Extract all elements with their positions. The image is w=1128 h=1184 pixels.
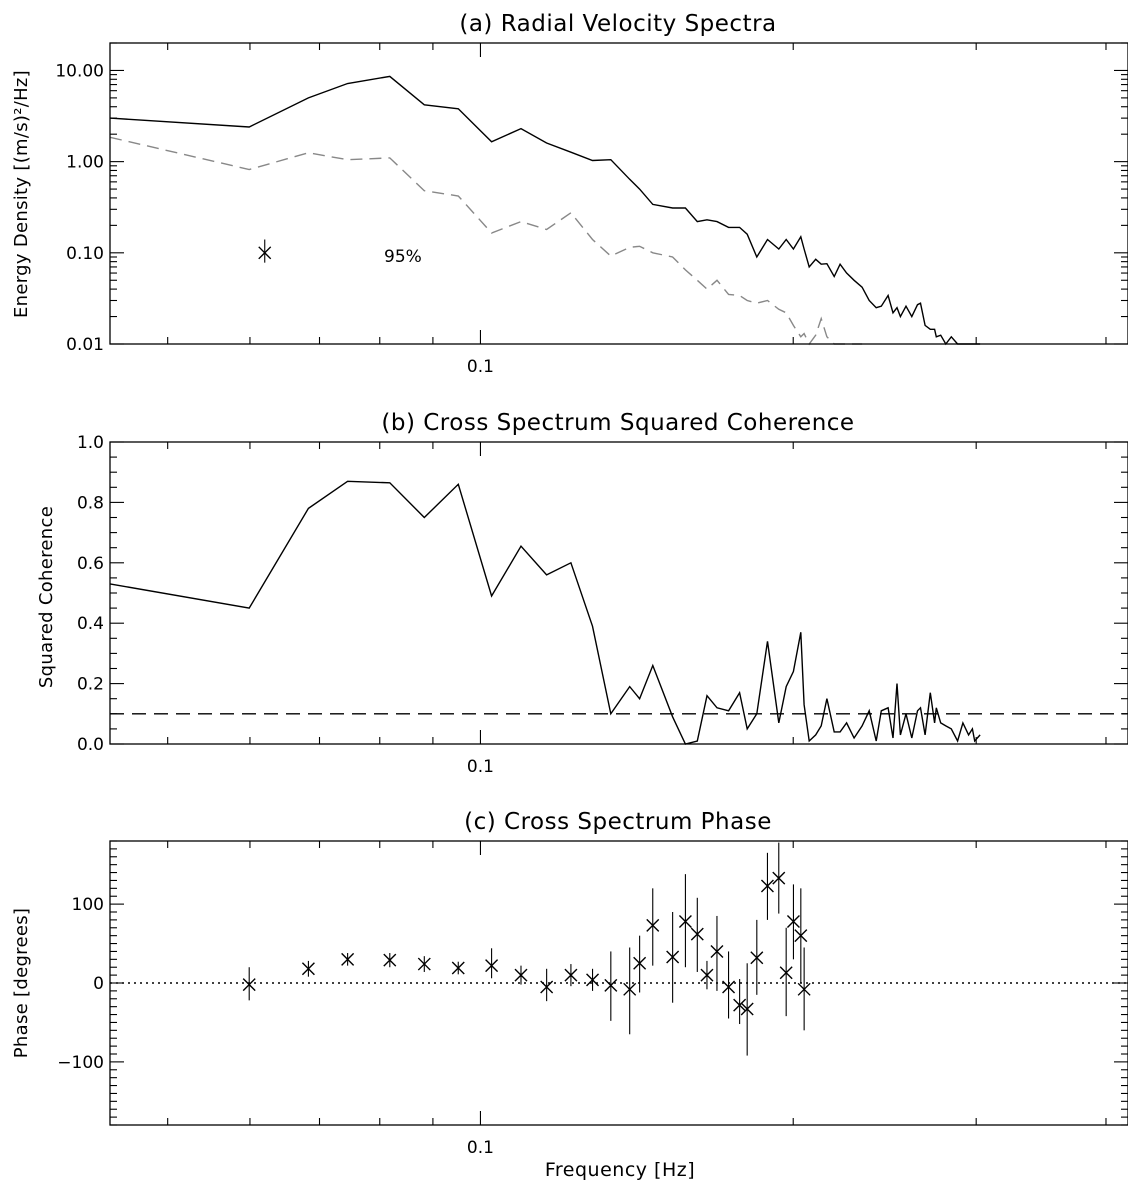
phase-point [341,952,355,966]
phase-point [301,962,315,976]
y-tick-label: 0 [93,974,104,994]
phase-point [722,980,736,994]
y-tick-label: 0.4 [77,614,104,634]
panel-cross-spectrum-phase: (c) Cross Spectrum Phase Phase [degrees]… [11,809,1128,1181]
panel-a-lines [109,75,981,346]
phase-point [750,951,764,965]
panel-a-title: (a) Radial Velocity Spectra [459,11,776,37]
y-tick-label: 0.8 [77,493,104,513]
panel-c-points [110,842,1128,1056]
phase-point [586,973,600,987]
panel-c-ticks: 0.1 −100 0 100 [57,840,1128,1158]
series-solid-line [109,75,981,346]
y-tick-label: 0.0 [77,735,104,755]
panel-radial-velocity-spectra: (a) Radial Velocity Spectra Energy Densi… [11,11,1128,377]
phase-point [760,879,774,893]
y-tick-label: 10.00 [55,61,104,81]
phase-point [451,961,465,975]
phase-point [383,953,397,967]
panel-a-frame [109,42,1128,345]
phase-point [623,982,637,996]
panel-a-ticks: 0.1 0.01 0.10 1.00 10.00 [55,42,1128,377]
x-tick-label: 0.1 [467,357,494,377]
y-tick-label: 100 [72,895,104,915]
phase-point [514,968,528,982]
phase-point [797,982,811,996]
phase-point [690,927,704,941]
panel-b-ylabel: Squared Coherence [36,506,57,688]
panel-c-ylabel: Phase [degrees] [11,908,32,1058]
panel-a-ylabel: Energy Density [(m/s)²/Hz] [11,70,32,318]
phase-point [485,959,499,973]
y-tick-label: 0.10 [66,244,104,264]
phase-point [540,980,554,994]
phase-point [794,929,808,943]
phase-point [772,871,786,885]
y-tick-label: 0.6 [77,554,104,574]
confidence-marker [258,246,272,260]
y-tick-label: 1.0 [77,433,104,453]
phase-point [633,956,647,970]
phase-point [779,966,793,980]
panel-a-annotation: 95% [258,239,422,267]
phase-point [786,914,800,928]
confidence-label: 95% [384,247,422,267]
panel-c-title: (c) Cross Spectrum Phase [464,809,772,835]
y-tick-label: −100 [57,1053,104,1073]
phase-point [710,944,724,958]
y-tick-label: 1.00 [66,153,104,173]
x-tick-label: 0.1 [467,757,494,777]
phase-point [733,998,747,1012]
phase-point [646,918,660,932]
phase-point [604,978,618,992]
panel-squared-coherence: (b) Cross Spectrum Squared Coherence Squ… [36,410,1128,777]
panel-b-ticks: 0.1 0.0 0.2 0.4 0.6 0.8 1.0 [77,433,1128,777]
phase-point [242,978,256,992]
series-dashed-line [109,136,863,346]
phase-point [666,950,680,964]
y-tick-label: 0.2 [77,675,104,695]
y-tick-label: 0.01 [66,335,104,355]
coherence-line [109,480,981,745]
phase-point [678,914,692,928]
panel-c-frame [109,840,1128,1126]
panel-b-lines [109,480,1128,745]
phase-point [740,1002,754,1016]
x-tick-label: 0.1 [467,1138,494,1158]
phase-point [700,968,714,982]
panel-c-xlabel: Frequency [Hz] [545,1159,695,1181]
panel-b-frame [109,441,1128,745]
panel-b-title: (b) Cross Spectrum Squared Coherence [381,410,854,436]
phase-point [564,968,578,982]
phase-point [417,957,431,971]
